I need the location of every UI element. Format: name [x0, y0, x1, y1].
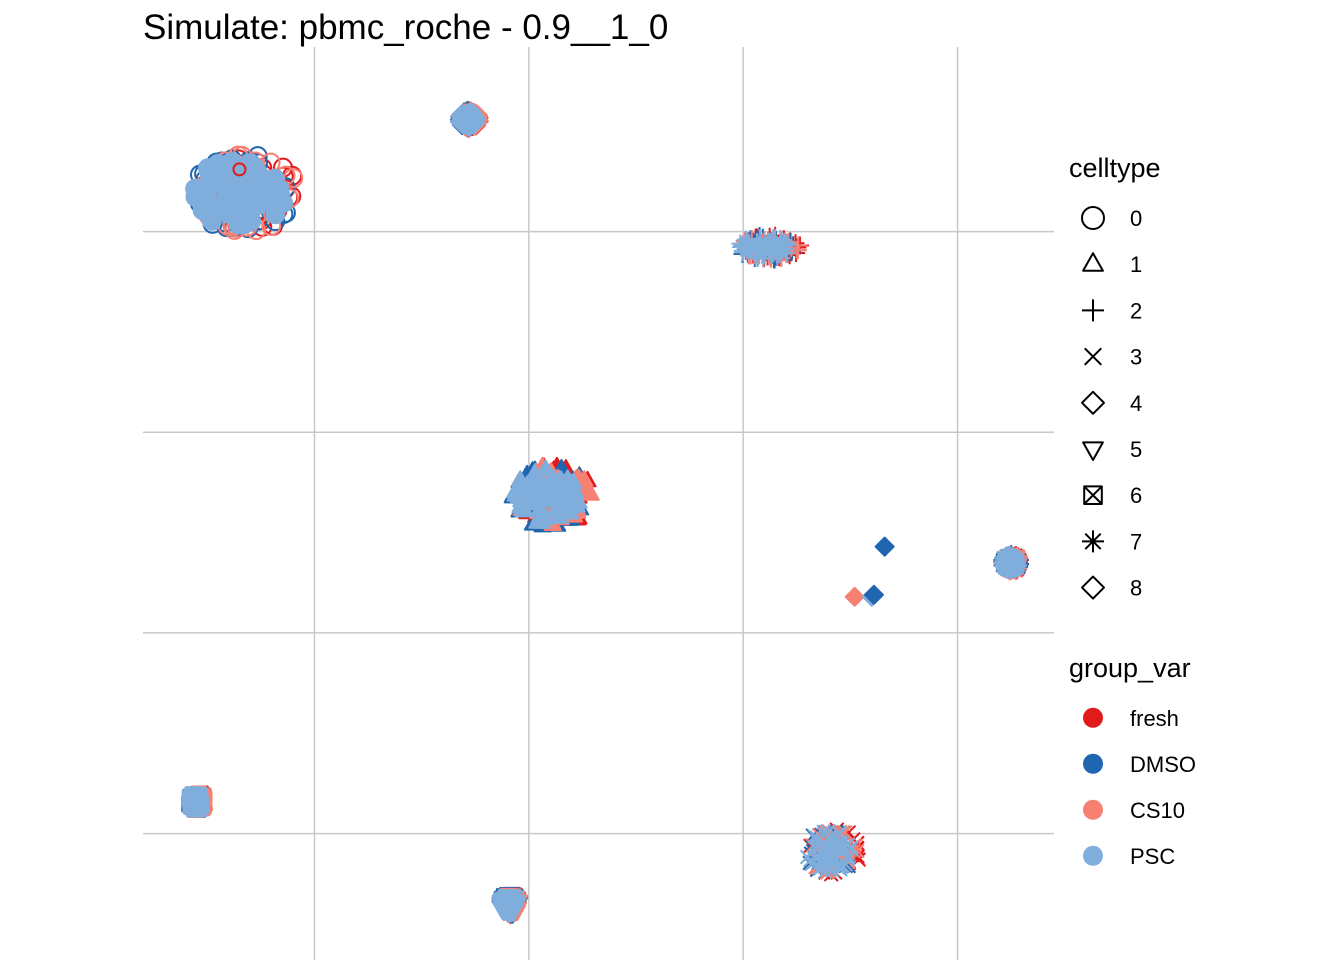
legend-swatch-cs10	[1083, 799, 1103, 820]
legend-title-group-var: group_var	[1069, 653, 1191, 683]
point-psc-celltype-7	[1007, 559, 1026, 578]
point-psc-celltype-2	[738, 231, 757, 250]
legend-symbol-diamond	[1081, 390, 1105, 415]
point-psc-celltype-2	[746, 247, 765, 266]
legend-symbol-circle	[1081, 206, 1105, 230]
legend-symbol-triangle-down	[1082, 441, 1104, 461]
point-psc-celltype-2	[760, 234, 779, 253]
point-psc-celltype-3	[843, 839, 859, 855]
point-psc-celltype-3	[824, 853, 840, 869]
cluster-celltype-1	[503, 456, 600, 533]
point-psc-celltype-1	[511, 476, 530, 493]
point-psc-celltype-7	[998, 560, 1017, 579]
legend-label-cs10: CS10	[1130, 798, 1185, 823]
point-psc-celltype-5	[503, 893, 522, 910]
cluster-celltype-7	[993, 545, 1030, 581]
legend-label-2: 2	[1130, 298, 1142, 323]
point-psc-celltype-2	[777, 243, 796, 262]
point-psc-celltype-0	[233, 214, 254, 235]
legend-swatch-fresh	[1083, 707, 1103, 728]
point-psc-celltype-3	[832, 826, 848, 842]
legend-symbol-square-cross	[1083, 485, 1103, 506]
cluster-celltype-2	[731, 226, 809, 269]
point-psc-celltype-1	[530, 487, 549, 505]
legend-swatch-psc	[1083, 845, 1103, 866]
legend-title-celltype: celltype	[1069, 153, 1161, 183]
legend-label-3: 3	[1130, 345, 1142, 370]
cluster-celltype-3	[799, 822, 867, 882]
legend-label-psc: PSC	[1130, 844, 1175, 869]
point-cs10-celltype-8	[844, 586, 865, 607]
point-psc-celltype-1	[528, 512, 547, 529]
legend-label-6: 6	[1130, 483, 1142, 508]
point-psc-celltype-1	[536, 459, 555, 476]
cluster-celltype-5	[491, 886, 529, 925]
point-psc-celltype-2	[772, 230, 791, 249]
point-fresh-celltype-0	[232, 162, 247, 177]
data-clusters	[181, 100, 1030, 925]
point-psc-celltype-3	[833, 859, 849, 874]
point-dmso-celltype-8	[874, 536, 895, 557]
point-psc-celltype-1	[520, 481, 539, 499]
legend-label-5: 5	[1130, 437, 1142, 462]
data-points	[232, 162, 895, 607]
point-psc-celltype-0	[216, 163, 237, 184]
legend-swatch-dmso	[1083, 753, 1103, 774]
point-psc-celltype-1	[513, 497, 532, 514]
legend-symbol-triangle-up	[1082, 252, 1104, 272]
point-psc-celltype-7	[996, 553, 1015, 572]
legend-label-0: 0	[1130, 206, 1142, 231]
point-psc-celltype-0	[249, 189, 270, 210]
point-psc-celltype-2	[748, 233, 767, 252]
point-psc-celltype-1	[506, 485, 525, 502]
point-psc-celltype-0	[185, 178, 206, 199]
legend-symbol-cross	[1084, 347, 1102, 366]
point-psc-celltype-2	[774, 233, 793, 252]
point-psc-celltype-4	[458, 107, 479, 128]
legend-label-fresh: fresh	[1130, 706, 1179, 731]
legend-label-4: 4	[1130, 391, 1142, 416]
point-psc-celltype-3	[820, 851, 836, 867]
legend-symbol-asterisk	[1082, 530, 1104, 553]
point-psc-celltype-2	[762, 246, 781, 265]
point-psc-celltype-0	[201, 210, 222, 231]
point-psc-celltype-1	[551, 501, 570, 518]
point-psc-celltype-0	[224, 193, 245, 214]
point-psc-celltype-1	[549, 471, 568, 488]
point-psc-celltype-1	[558, 481, 577, 498]
point-psc-celltype-0	[264, 168, 285, 189]
point-psc-celltype-3	[824, 837, 840, 853]
point-psc-celltype-1	[542, 488, 561, 505]
cluster-celltype-0	[185, 145, 304, 241]
cluster-celltype-4	[449, 100, 489, 138]
legend-symbol-diamond-plus	[1081, 575, 1105, 600]
cluster-celltype-6	[181, 785, 213, 818]
point-psc-celltype-0	[235, 169, 256, 190]
legend-symbol-plus	[1082, 299, 1104, 322]
point-dmso-celltype-8	[863, 584, 884, 605]
chart-title: Simulate: pbmc_roche - 0.9__1_0	[143, 8, 669, 47]
point-psc-celltype-6	[182, 792, 200, 810]
point-psc-celltype-3	[809, 847, 825, 863]
legend-label-8: 8	[1130, 576, 1142, 601]
point-psc-celltype-3	[820, 824, 836, 839]
legend-label-7: 7	[1130, 529, 1142, 554]
point-psc-celltype-0	[202, 194, 223, 215]
legend-label-dmso: DMSO	[1130, 752, 1196, 777]
legend-label-1: 1	[1130, 252, 1142, 277]
